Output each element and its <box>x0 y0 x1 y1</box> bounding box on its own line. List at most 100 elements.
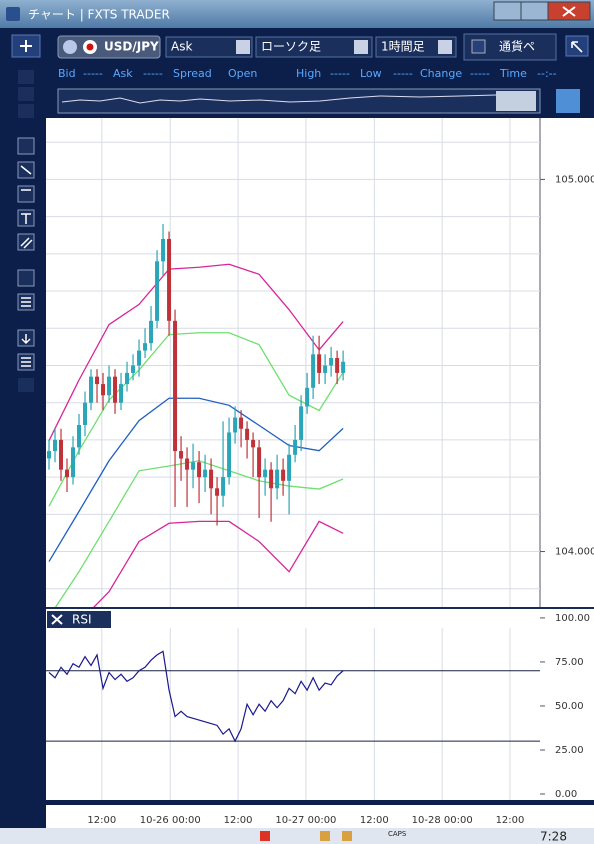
quote-text: Open <box>228 67 257 80</box>
candle-body <box>293 439 298 455</box>
navigator[interactable] <box>57 88 541 114</box>
navigator-scroll[interactable] <box>496 91 536 111</box>
quote-text: --:-- <box>537 67 557 80</box>
rsi-line <box>48 650 344 743</box>
candle-body <box>107 376 112 396</box>
chart-type-select[interactable] <box>255 36 373 58</box>
quote-text: ----- <box>143 67 163 80</box>
taskbar <box>0 828 594 844</box>
y-tick-label: 100.00 <box>555 613 590 624</box>
pan-tool[interactable] <box>18 104 34 118</box>
candle-body <box>77 425 82 448</box>
candle-body <box>233 417 238 433</box>
candle-body <box>227 432 232 478</box>
tool-sidebar <box>0 62 46 844</box>
navigator-line <box>61 94 497 104</box>
close-icon <box>562 6 576 17</box>
candle-body <box>95 376 100 385</box>
x-tick-label: 12:00 <box>224 815 253 826</box>
candle-body <box>203 469 208 478</box>
candle-body <box>167 238 172 321</box>
candle-body <box>59 439 64 470</box>
candle-body <box>161 238 166 262</box>
candle-body <box>197 462 202 478</box>
band-line <box>48 263 344 441</box>
candle-body <box>89 376 94 403</box>
arrow-icon <box>571 41 583 53</box>
band-line <box>48 397 344 562</box>
candle-body <box>245 428 250 440</box>
tool-glyphs <box>20 165 33 367</box>
y-tick-label: 75.00 <box>555 657 584 668</box>
candle-body <box>275 469 280 489</box>
checkbox[interactable] <box>471 39 486 54</box>
candle-body <box>287 454 292 481</box>
timeframe: 1時間足 <box>381 40 425 54</box>
candle-body <box>101 384 106 396</box>
quote-text: Spread <box>173 67 212 80</box>
candle-body <box>311 354 316 388</box>
candle-body <box>305 387 310 407</box>
axes: 104.000 105.000 12:00 10-26 00:00 12:00 10-27… <box>87 174 594 826</box>
quote-text: Bid <box>58 67 76 80</box>
maximize-button[interactable] <box>520 1 549 21</box>
lock-button[interactable] <box>556 89 580 113</box>
quote-bar: Bid ----- Ask ----- Spread Open High ----- Low --… <box>58 67 557 80</box>
y-tick-label: 25.00 <box>555 745 584 756</box>
x-tick-label: 10-28 00:00 <box>412 815 473 826</box>
pair-checkbox-label: 通貨ペ <box>499 39 535 54</box>
candle-body <box>83 402 88 426</box>
candle-body <box>131 365 136 373</box>
candle-body <box>119 384 124 403</box>
quote-text: Change <box>420 67 462 80</box>
price-side-select[interactable] <box>165 36 253 58</box>
symbol: USD/JPY <box>104 40 159 54</box>
candle-body <box>281 469 286 481</box>
fan-tool[interactable] <box>17 269 35 287</box>
quote-text: High <box>296 67 321 80</box>
caps-indicator: CAPS <box>388 830 407 838</box>
x-axis-row <box>46 805 594 828</box>
quote-text: ----- <box>83 67 103 80</box>
candle-body <box>65 469 70 478</box>
candle-body <box>209 469 214 489</box>
x-tick-label: 12:00 <box>87 815 116 826</box>
y-tick-label: 105.000 <box>555 174 594 185</box>
x-tick-label: 10-26 00:00 <box>140 815 201 826</box>
candle-body <box>173 320 178 452</box>
candle-body <box>341 361 346 373</box>
band-line <box>93 520 344 607</box>
candle-body <box>299 406 304 440</box>
quote-text: Ask <box>113 67 133 80</box>
panel-divider <box>46 607 594 609</box>
candle-body <box>179 451 184 459</box>
candle-body <box>137 350 142 366</box>
candle-body <box>215 488 220 496</box>
rsi-panel <box>46 609 594 800</box>
close-icon <box>51 614 63 625</box>
crosshair-tool[interactable] <box>18 87 34 101</box>
rsi-label-box <box>67 611 111 628</box>
symbol-button[interactable] <box>57 35 161 59</box>
minimize-button[interactable] <box>493 1 522 21</box>
x-tick-label: 12:00 <box>496 815 525 826</box>
candle-body <box>113 376 118 403</box>
y-tick-label: 50.00 <box>555 701 584 712</box>
quote-text: ----- <box>470 67 490 80</box>
camera-tool[interactable] <box>18 378 34 392</box>
tray-icon <box>342 831 352 841</box>
candle-body <box>155 261 160 321</box>
candle-body <box>251 439 256 448</box>
plus-icon <box>20 40 32 52</box>
pen-tool[interactable] <box>17 137 35 155</box>
y-tick-label: 0.00 <box>555 789 577 800</box>
us-flag <box>63 40 77 54</box>
candle-body <box>221 477 226 496</box>
timeframe-select[interactable] <box>375 36 457 58</box>
rsi-plot <box>46 628 540 800</box>
pointer-tool[interactable] <box>18 70 34 84</box>
chart-type: ローソク足 <box>261 40 321 54</box>
candle-body <box>263 469 268 478</box>
hline-tool[interactable] <box>17 185 35 203</box>
dropdown-arrow <box>438 40 452 54</box>
